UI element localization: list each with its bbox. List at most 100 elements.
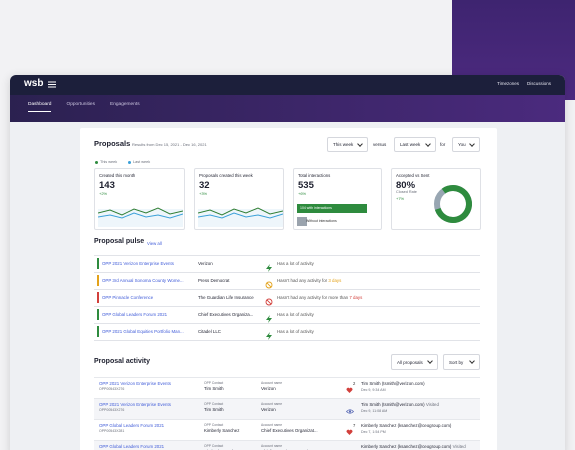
subtitle: Results from Dec 15, 2021 - Dec 16, 2021 [132, 142, 207, 147]
activity-icon [265, 276, 273, 294]
legend-label: Last week [133, 160, 151, 164]
activity-icon-svg [266, 315, 272, 323]
stat-card: Created this month 143 +2% [94, 168, 185, 230]
nav-tab[interactable]: Dashboard [28, 102, 52, 112]
link[interactable]: View all [147, 241, 162, 246]
status: Hasn't had any activity for more than 7 … [277, 295, 362, 300]
bar-with [297, 204, 367, 213]
activity-row [94, 377, 480, 398]
status-text: Has a lot of activity [277, 312, 314, 317]
bar-label: 104 with interactions [300, 206, 332, 210]
eye-icon-svg [345, 409, 355, 414]
time: Dec 9, 9:34 AM [361, 388, 386, 392]
dropdown[interactable]: Last week [394, 137, 436, 152]
field-label: Account name [261, 423, 283, 427]
app-window: wsb Timezones Discussions Dashboard Opport… [10, 75, 565, 450]
row-divider [94, 340, 480, 341]
heart-icon [346, 423, 353, 441]
status-bar [97, 309, 99, 320]
stat-label: Created this month [99, 173, 136, 178]
person: Kimberly Sanchez (ksanchez@ceogroup.com)… [361, 444, 466, 449]
nav-tabs: Dashboard Opportunities Engagements [28, 102, 140, 112]
person: Tim Smith (tsmith@verizon.com) Visited [361, 402, 439, 407]
sparkline [197, 201, 284, 232]
status-bar [97, 326, 99, 337]
top-links: Timezones Discussions [497, 81, 551, 86]
stat-change: +6% [298, 191, 307, 196]
proposal-name[interactable]: OPP 2021 Global Equities Portfolio Man..… [102, 329, 184, 334]
activity-icon-svg [265, 298, 273, 306]
proposal-name[interactable]: OPP 2021 Verizon Enterprise Events [99, 381, 171, 386]
section-title: Proposals [94, 139, 131, 148]
stat-card: Proposals created this week 32 +3% [194, 168, 284, 230]
proposal-name[interactable]: OPP 2021 Verizon Enterprise Events [102, 261, 174, 266]
activity-icon-svg [266, 264, 272, 272]
proposal-name[interactable]: OPP Global Leaders Forum 2021 [102, 312, 168, 317]
dropdown[interactable]: Sort by [443, 354, 480, 370]
dropdown[interactable]: This week [327, 137, 368, 152]
status-text: Has a lot of activity [277, 261, 314, 266]
proposal-id: OPP00543X276 [99, 387, 125, 391]
nav-tab[interactable]: Opportunities [66, 102, 95, 107]
row-divider [94, 323, 480, 324]
proposal-id: OPP00543X276 [99, 408, 125, 412]
proposal-name[interactable]: OPP Global Leaders Forum 2021 [99, 423, 165, 428]
row-divider [94, 272, 480, 273]
field-label: Account name [261, 444, 283, 448]
top-link[interactable]: Discussions [526, 81, 551, 86]
activity-row [94, 440, 480, 450]
proposal-name[interactable]: OPP 3rd Annual Sonoma County Wome... [102, 278, 184, 283]
status-text: Has a lot of activity [277, 329, 314, 334]
status-highlight: 3 days [328, 278, 342, 283]
proposal-id: OPP00543X281 [99, 429, 125, 433]
account: Chief Executives Organizat... [261, 428, 318, 433]
stat-card: Total interactions 535 +6% 104 with interac… [293, 168, 382, 230]
activity-icon-svg [265, 281, 273, 289]
status: Has a lot of activity [277, 261, 314, 266]
nav-bar: Dashboard Opportunities Engagements [10, 95, 565, 122]
legend-dot [95, 161, 98, 164]
activity-row [94, 398, 480, 419]
status-bar [97, 258, 99, 269]
person-name: Kimberly Sanchez (ksanchez@ceogroup.com) [361, 423, 452, 428]
nav-tab[interactable]: Engagements [110, 102, 140, 107]
proposal-name[interactable]: OPP Global Leaders Forum 2021 [99, 444, 165, 449]
heart-icon [346, 381, 353, 399]
field-label: OPP Contact [204, 444, 224, 448]
activity-row [94, 419, 480, 440]
person-name: Kimberly Sanchez (ksanchez@ceogroup.com) [361, 444, 452, 449]
stat-change: +2% [99, 191, 108, 196]
company: Chief Executives Organiza... [198, 312, 254, 317]
status-text: Hasn't had any activity for [277, 278, 328, 283]
action: Visited [425, 402, 439, 407]
legend-dot [128, 161, 131, 164]
action: Visited [452, 444, 466, 449]
top-bar: wsb Timezones Discussions [10, 75, 565, 95]
dropdown[interactable]: You [452, 137, 480, 152]
row-divider [94, 306, 480, 307]
top-link[interactable]: Timezones [497, 81, 519, 86]
company: Verizon [198, 261, 213, 266]
stat-card: Accepted vs Sent 80% Closed Rate +7% [391, 168, 481, 230]
proposal-name[interactable]: OPP 2021 Verizon Enterprise Events [99, 402, 171, 407]
field-label: OPP Contact [204, 381, 224, 385]
main-card: Proposals Results from Dec 15, 2021 - Dec… [80, 128, 497, 450]
donut [432, 183, 474, 230]
contact: Kimberly Sanchez [204, 428, 240, 433]
donut-svg [434, 185, 472, 223]
label: versus [373, 142, 387, 147]
proposal-name[interactable]: OPP Pinnacle Conference [102, 295, 154, 300]
account: Verizon [261, 407, 276, 412]
status-bar [97, 275, 99, 286]
stat-value: 535 [298, 180, 314, 191]
activity-icon [265, 310, 273, 328]
person: Tim Smith (tsmith@verizon.com) [361, 381, 425, 386]
menu-icon[interactable] [48, 81, 56, 88]
dropdown[interactable]: All proposals [391, 354, 438, 370]
activity-icon-svg [266, 332, 272, 340]
person: Kimberly Sanchez (ksanchez@ceogroup.com) [361, 423, 451, 428]
field-label: OPP Contact [204, 402, 224, 406]
logo[interactable]: wsb [24, 78, 44, 89]
count: 2 [353, 381, 356, 386]
